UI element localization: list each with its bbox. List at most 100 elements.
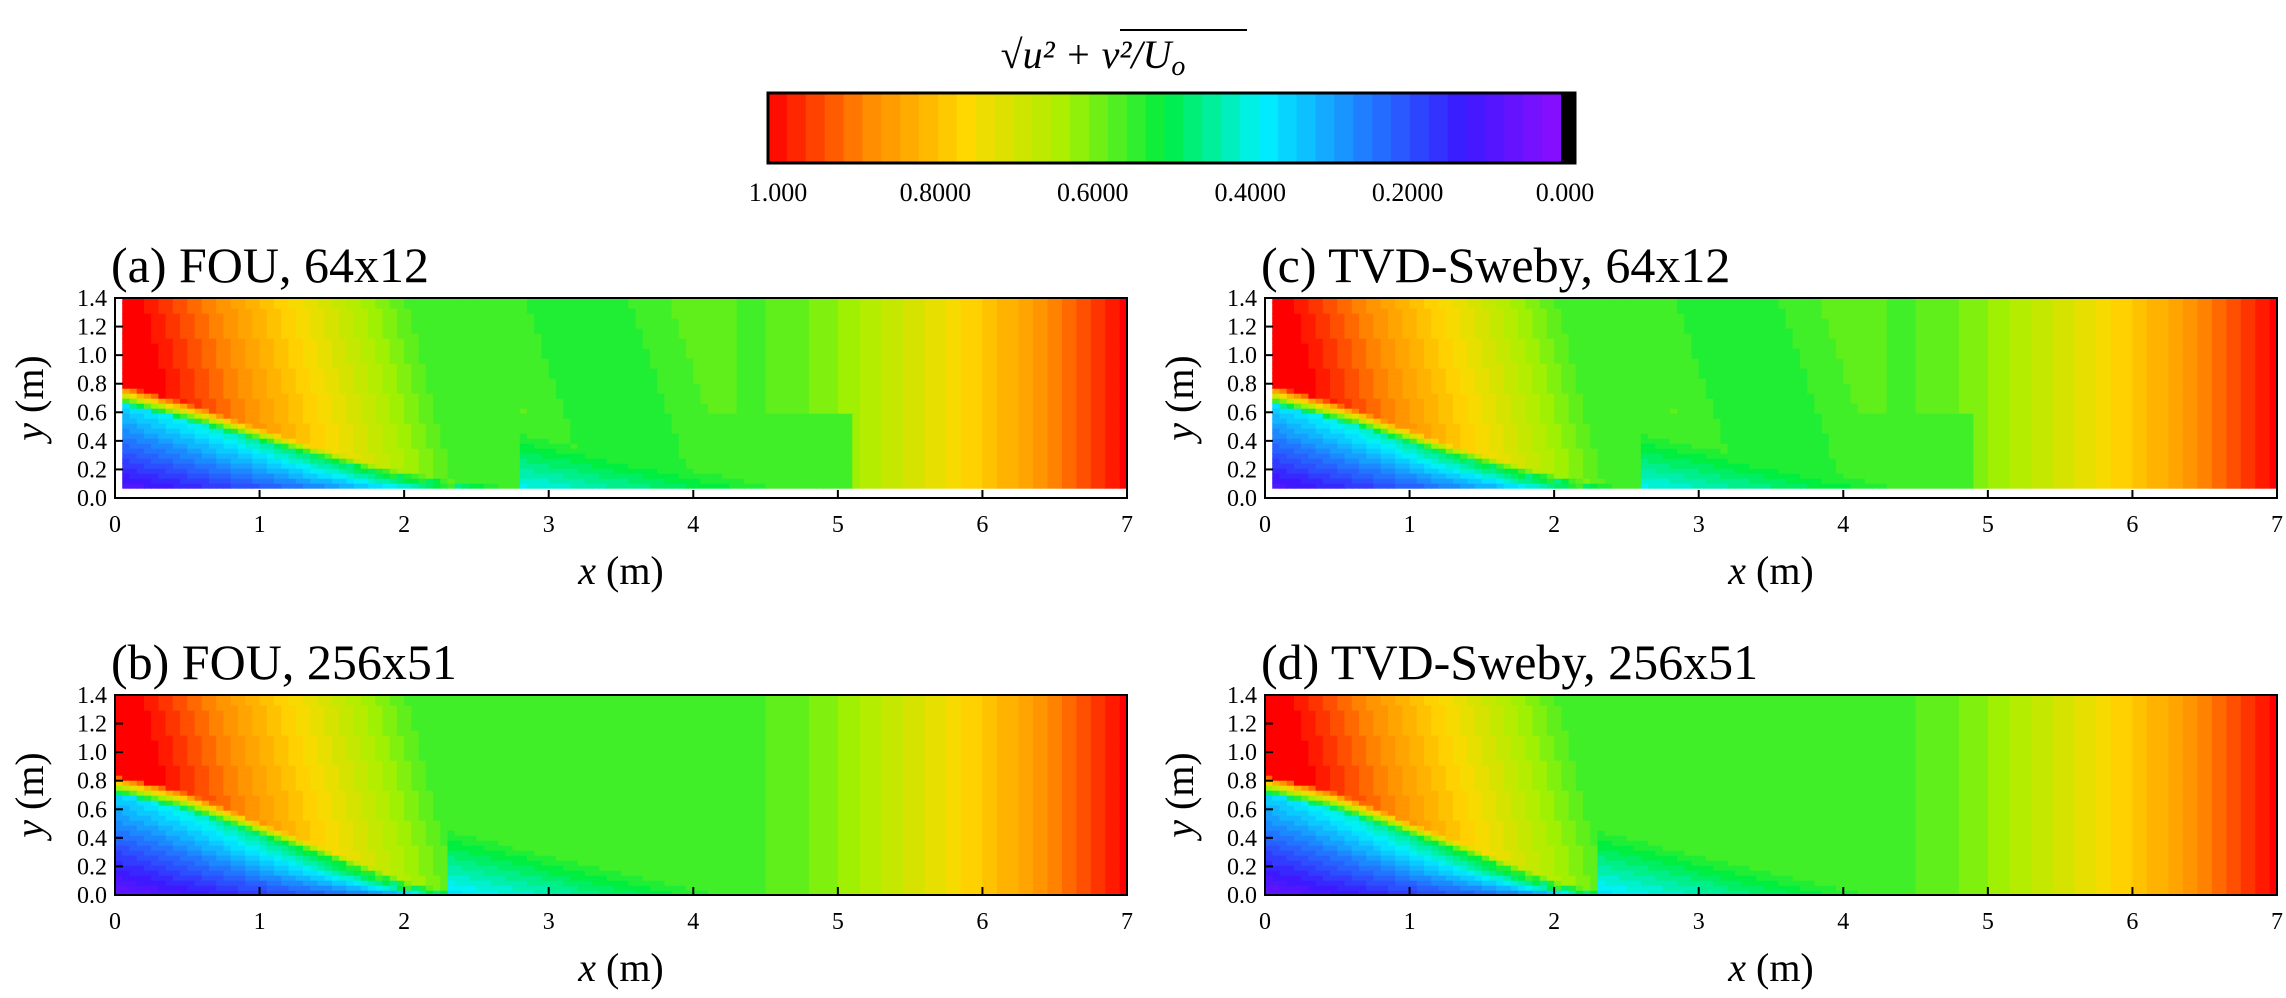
field-cell [584,343,593,349]
field-cell [845,303,854,309]
field-cell [859,383,868,389]
field-cell [772,393,781,399]
field-cell [801,393,810,399]
field-cell [830,403,839,409]
field-cell [751,483,760,489]
field-cell [425,328,434,334]
field-cell [592,323,601,329]
field-cell [425,303,434,309]
field-cell [230,318,239,324]
field-cell [563,438,572,444]
field-cell [237,403,246,409]
field-cell [931,373,940,379]
field-cell [931,433,940,439]
colorbar-cells [768,93,1575,163]
field-cell [288,298,297,304]
field-cell [346,403,355,409]
field-cell [996,438,1005,444]
field-cell [830,453,839,459]
field-cell [447,478,456,484]
field-cell [194,428,203,434]
field-cell [295,478,304,484]
field-cell [743,453,752,459]
field-cell [837,463,846,469]
field-cell [751,453,760,459]
field-cell [158,458,167,464]
field-cell [505,468,514,474]
field-cell [570,448,579,454]
field-cell [194,453,203,459]
field-cell [729,453,738,459]
field-cell [187,413,196,419]
field-cell [939,438,947,444]
field-cell [570,413,579,419]
field-cell [389,338,398,344]
field-cell [758,413,767,419]
field-cell [852,443,861,449]
field-cell [953,433,962,439]
field-cell [548,468,557,474]
field-cell [924,363,933,369]
field-cell [360,328,369,334]
field-cell [975,443,984,449]
field-cell [194,323,203,329]
field-cell [346,303,355,309]
field-cell [425,383,434,389]
field-cell [237,453,246,459]
field-cell [216,408,225,414]
field-cell [758,458,767,464]
field-cell [172,348,181,354]
field-cell [592,463,601,469]
field-cell [592,303,601,309]
field-cell [758,338,767,344]
field-cell [129,483,138,489]
field-cell [360,483,369,489]
field-cell [129,443,138,449]
field-cell [476,358,485,364]
field-cell [1040,368,1049,374]
field-cell [895,468,904,474]
field-cell [310,328,319,334]
field-cell [555,368,564,374]
field-cell [678,463,687,469]
field-cell [1047,428,1056,434]
field-cell [136,413,145,419]
field-cell [433,333,441,339]
field-cell [346,373,355,379]
field-cell [570,438,579,444]
field-cell [657,473,666,479]
field-cell [1047,338,1056,344]
field-cell [252,368,261,374]
field-cell [396,438,405,444]
field-cell [765,348,774,354]
field-cell [483,383,492,389]
field-cell [570,348,579,354]
field-cell [216,383,225,389]
field-cell [628,333,637,339]
field-cell [201,413,210,419]
field-cell [165,383,174,389]
field-cell [895,333,904,339]
field-cell [642,373,651,379]
field-cell [541,328,550,334]
field-cell [946,413,955,419]
field-cell [678,308,687,314]
field-cell [469,333,478,339]
field-cell [1047,398,1056,404]
field-cell [881,298,890,304]
field-cell [743,348,752,354]
field-cell [483,378,492,384]
field-cell [946,328,955,334]
field-cell [635,313,644,319]
field-cell [1040,323,1049,329]
field-cell [1040,438,1049,444]
field-cell [418,478,427,484]
field-cell [765,388,774,394]
field-cell [404,298,413,304]
field-cell [866,358,875,364]
field-cell [758,438,767,444]
field-cell [505,463,514,469]
field-cell [975,403,984,409]
field-cell [584,433,593,439]
field-cell [845,483,854,489]
